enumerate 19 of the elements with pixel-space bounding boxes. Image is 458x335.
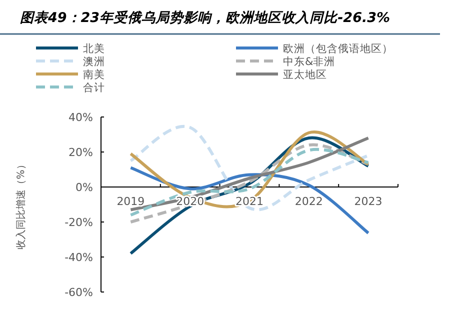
- y-axis-title: 收入同比增速（%）: [15, 160, 27, 250]
- y-tick-label: 0%: [76, 181, 93, 194]
- x-tick-label: 2019: [116, 195, 145, 208]
- y-tick-label: 20%: [68, 146, 93, 159]
- x-tick-label: 2020: [176, 195, 204, 208]
- legend-label: 北美: [83, 42, 105, 55]
- y-tick-label: 40%: [68, 111, 93, 124]
- y-tick-label: -40%: [64, 251, 93, 264]
- legend-label: 欧洲（包含俄语地区）: [283, 42, 393, 55]
- legend-label: 中东&非洲: [283, 55, 336, 68]
- legend-label: 南美: [83, 68, 105, 81]
- x-tick-label: 2023: [354, 195, 382, 208]
- legend-label: 亚太地区: [283, 68, 327, 81]
- x-tick-label: 2022: [294, 195, 323, 208]
- y-tick-label: -20%: [64, 216, 93, 229]
- chart-title: 图表49：23年受俄乌局势影响，欧洲地区收入同比-26.3%: [20, 10, 390, 26]
- y-tick-label: -60%: [64, 286, 93, 299]
- legend-label: 合计: [83, 81, 105, 94]
- legend-label: 澳洲: [83, 55, 105, 68]
